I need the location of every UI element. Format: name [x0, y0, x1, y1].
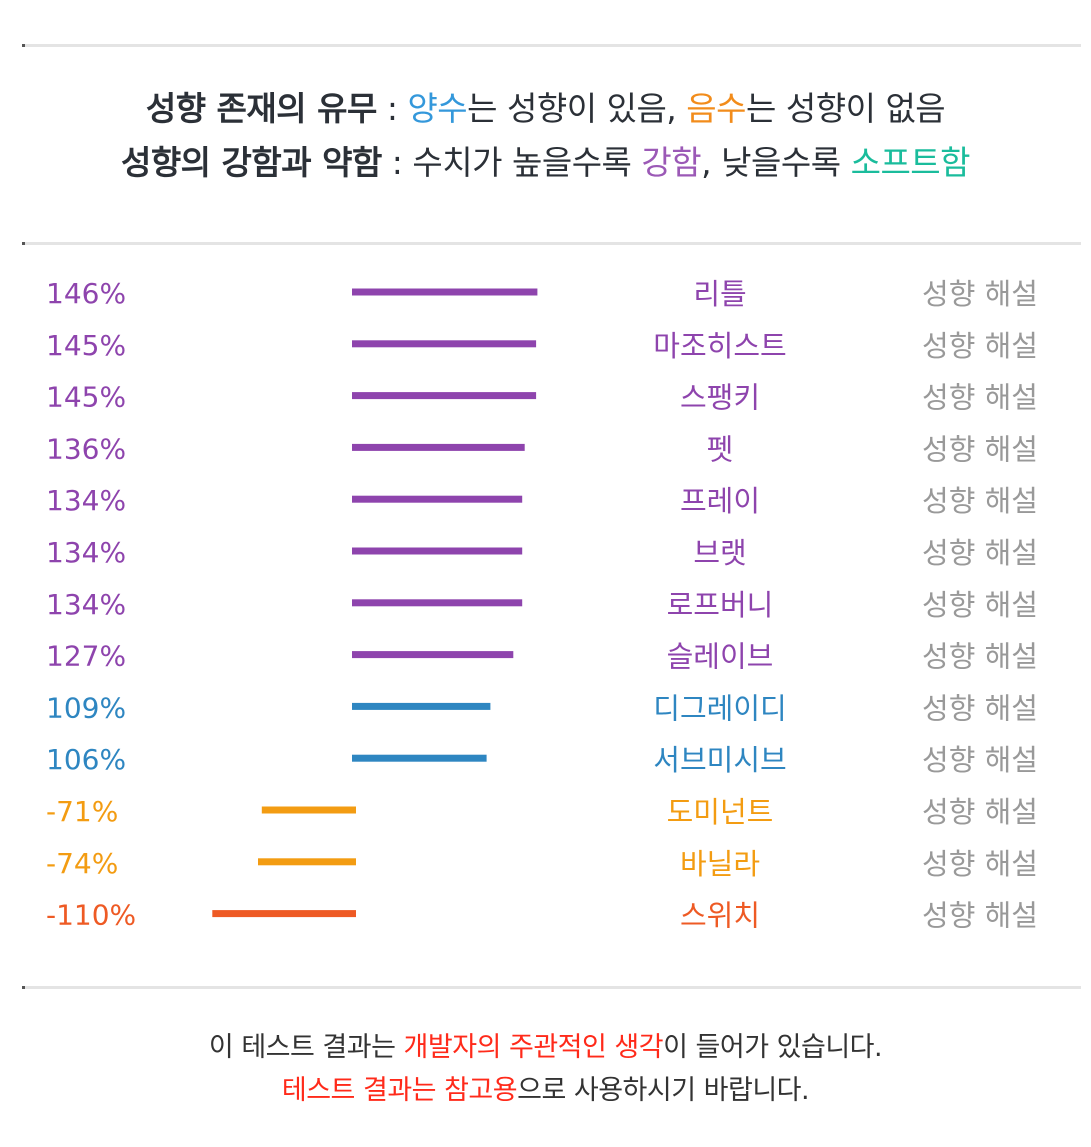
- trait-name: 펫: [707, 432, 734, 466]
- header-positive-desc: 는 성향이 있음,: [467, 89, 687, 128]
- trait-name: 마조히스트: [653, 329, 786, 363]
- header-negative-desc: 는 성향이 없음: [746, 89, 946, 128]
- header-positive-word: 양수: [407, 89, 468, 128]
- bar: [352, 754, 487, 762]
- trait-name: 리틀: [693, 277, 746, 311]
- trait-explanation-link[interactable]: 성향 해설: [922, 691, 1038, 725]
- chart-row: 106% 서브미시브 성향 해설: [46, 743, 1038, 777]
- trait-explanation-link[interactable]: 성향 해설: [922, 743, 1038, 777]
- bar: [258, 858, 356, 866]
- disclaimer-text-b: 이 들어가 있습니다.: [663, 1032, 883, 1063]
- bar: [212, 910, 356, 918]
- chart-row: 145% 스팽키 성향 해설: [46, 381, 1038, 415]
- trait-name: 프레이: [680, 484, 760, 518]
- chart-row: -110% 스위치 성향 해설: [46, 899, 1038, 933]
- trait-name: 스위치: [680, 899, 760, 933]
- trait-explanation-link[interactable]: 성향 해설: [922, 484, 1038, 518]
- trait-name: 브랫: [693, 536, 746, 570]
- middle-divider: [22, 242, 1081, 245]
- bar: [352, 340, 537, 348]
- chart-row: 134% 프레이 성향 해설: [46, 484, 1038, 518]
- disclaimer-text-a: 이 테스트 결과는: [208, 1032, 404, 1063]
- header-soft-word: 소프트함: [850, 143, 971, 182]
- value-label: 146%: [46, 277, 126, 310]
- chart-row: 127% 슬레이브 성향 해설: [46, 640, 1038, 674]
- value-label: 134%: [46, 484, 126, 517]
- disclaimer-line-2: 테스트 결과는 참고용으로 사용하시기 바랍니다.: [0, 1069, 1091, 1112]
- trait-explanation-link[interactable]: 성향 해설: [922, 795, 1038, 829]
- trait-explanation-link[interactable]: 성향 해설: [922, 277, 1038, 311]
- chart-row: -71% 도미넌트 성향 해설: [46, 795, 1038, 829]
- trait-explanation-link[interactable]: 성향 해설: [922, 899, 1038, 933]
- value-label: 145%: [46, 381, 126, 414]
- disclaimer-highlight-2: 테스트 결과는 참고용: [281, 1075, 518, 1106]
- chart-row: 134% 브랫 성향 해설: [46, 536, 1038, 570]
- chart-row: 145% 마조히스트 성향 해설: [46, 329, 1038, 363]
- value-label: 134%: [46, 588, 126, 621]
- header-line-2: 성향의 강함과 약함 : 수치가 높을수록 강함, 낮을수록 소프트함: [0, 136, 1091, 190]
- trait-explanation-link[interactable]: 성향 해설: [922, 329, 1038, 363]
- trait-name: 서브미시브: [653, 743, 786, 777]
- value-label: 145%: [46, 329, 126, 362]
- bar: [261, 806, 356, 814]
- value-label: -71%: [46, 795, 118, 828]
- trait-explanation-link[interactable]: 성향 해설: [922, 432, 1038, 466]
- trait-name: 디그레이디: [653, 691, 786, 725]
- legend-header: 성향 존재의 유무 : 양수는 성향이 있음, 음수는 성향이 없음 성향의 강…: [0, 82, 1091, 190]
- value-label: 109%: [46, 691, 126, 724]
- value-label: 106%: [46, 743, 126, 776]
- trait-explanation-link[interactable]: 성향 해설: [922, 381, 1038, 415]
- disclaimer-highlight-1: 개발자의 주관적인 생각: [403, 1032, 664, 1063]
- header-line-1: 성향 존재의 유무 : 양수는 성향이 있음, 음수는 성향이 없음: [0, 82, 1091, 136]
- top-divider: [22, 44, 1081, 47]
- header-soft-desc: , 낮을수록: [701, 143, 851, 182]
- bar: [352, 651, 514, 659]
- bar: [352, 392, 537, 400]
- bar: [352, 443, 525, 451]
- bar: [352, 288, 538, 296]
- header-negative-word: 음수: [686, 89, 747, 128]
- disclaimer-line-1: 이 테스트 결과는 개발자의 주관적인 생각이 들어가 있습니다.: [0, 1026, 1091, 1069]
- trait-explanation-link[interactable]: 성향 해설: [922, 847, 1038, 881]
- chart-row: 146% 리틀 성향 해설: [46, 277, 1038, 311]
- chart-row: 109% 디그레이디 성향 해설: [46, 691, 1038, 725]
- value-label: 134%: [46, 536, 126, 569]
- trait-explanation-link[interactable]: 성향 해설: [922, 588, 1038, 622]
- trait-name: 도미넌트: [667, 795, 774, 829]
- trait-name: 바닐라: [680, 847, 760, 881]
- bar: [352, 599, 523, 607]
- trait-name: 로프버니: [667, 588, 774, 622]
- bar: [352, 547, 523, 555]
- trait-name: 슬레이브: [667, 640, 774, 674]
- value-label: -110%: [46, 899, 136, 932]
- header-separator: :: [376, 89, 408, 128]
- chart-row: 134% 로프버니 성향 해설: [46, 588, 1038, 622]
- value-label: 136%: [46, 432, 126, 465]
- disclaimer-text-c: 으로 사용하시기 바랍니다.: [517, 1075, 810, 1106]
- header-strength-desc: : 수치가 높을수록: [381, 143, 642, 182]
- bottom-divider: [22, 986, 1081, 989]
- value-label: 127%: [46, 640, 126, 673]
- chart-row: 136% 펫 성향 해설: [46, 432, 1038, 466]
- trait-explanation-link[interactable]: 성향 해설: [922, 536, 1038, 570]
- trait-name: 스팽키: [680, 381, 760, 415]
- trait-explanation-link[interactable]: 성향 해설: [922, 640, 1038, 674]
- header-strong-word: 강함: [641, 143, 702, 182]
- header-label-strength: 성향의 강함과 약함: [120, 143, 382, 182]
- disclaimer: 이 테스트 결과는 개발자의 주관적인 생각이 들어가 있습니다. 테스트 결과…: [0, 1026, 1091, 1112]
- chart-row: -74% 바닐라 성향 해설: [46, 847, 1038, 881]
- value-label: -74%: [46, 847, 118, 880]
- header-label-existence: 성향 존재의 유무: [145, 89, 378, 128]
- bar: [352, 495, 523, 503]
- bar: [352, 702, 491, 710]
